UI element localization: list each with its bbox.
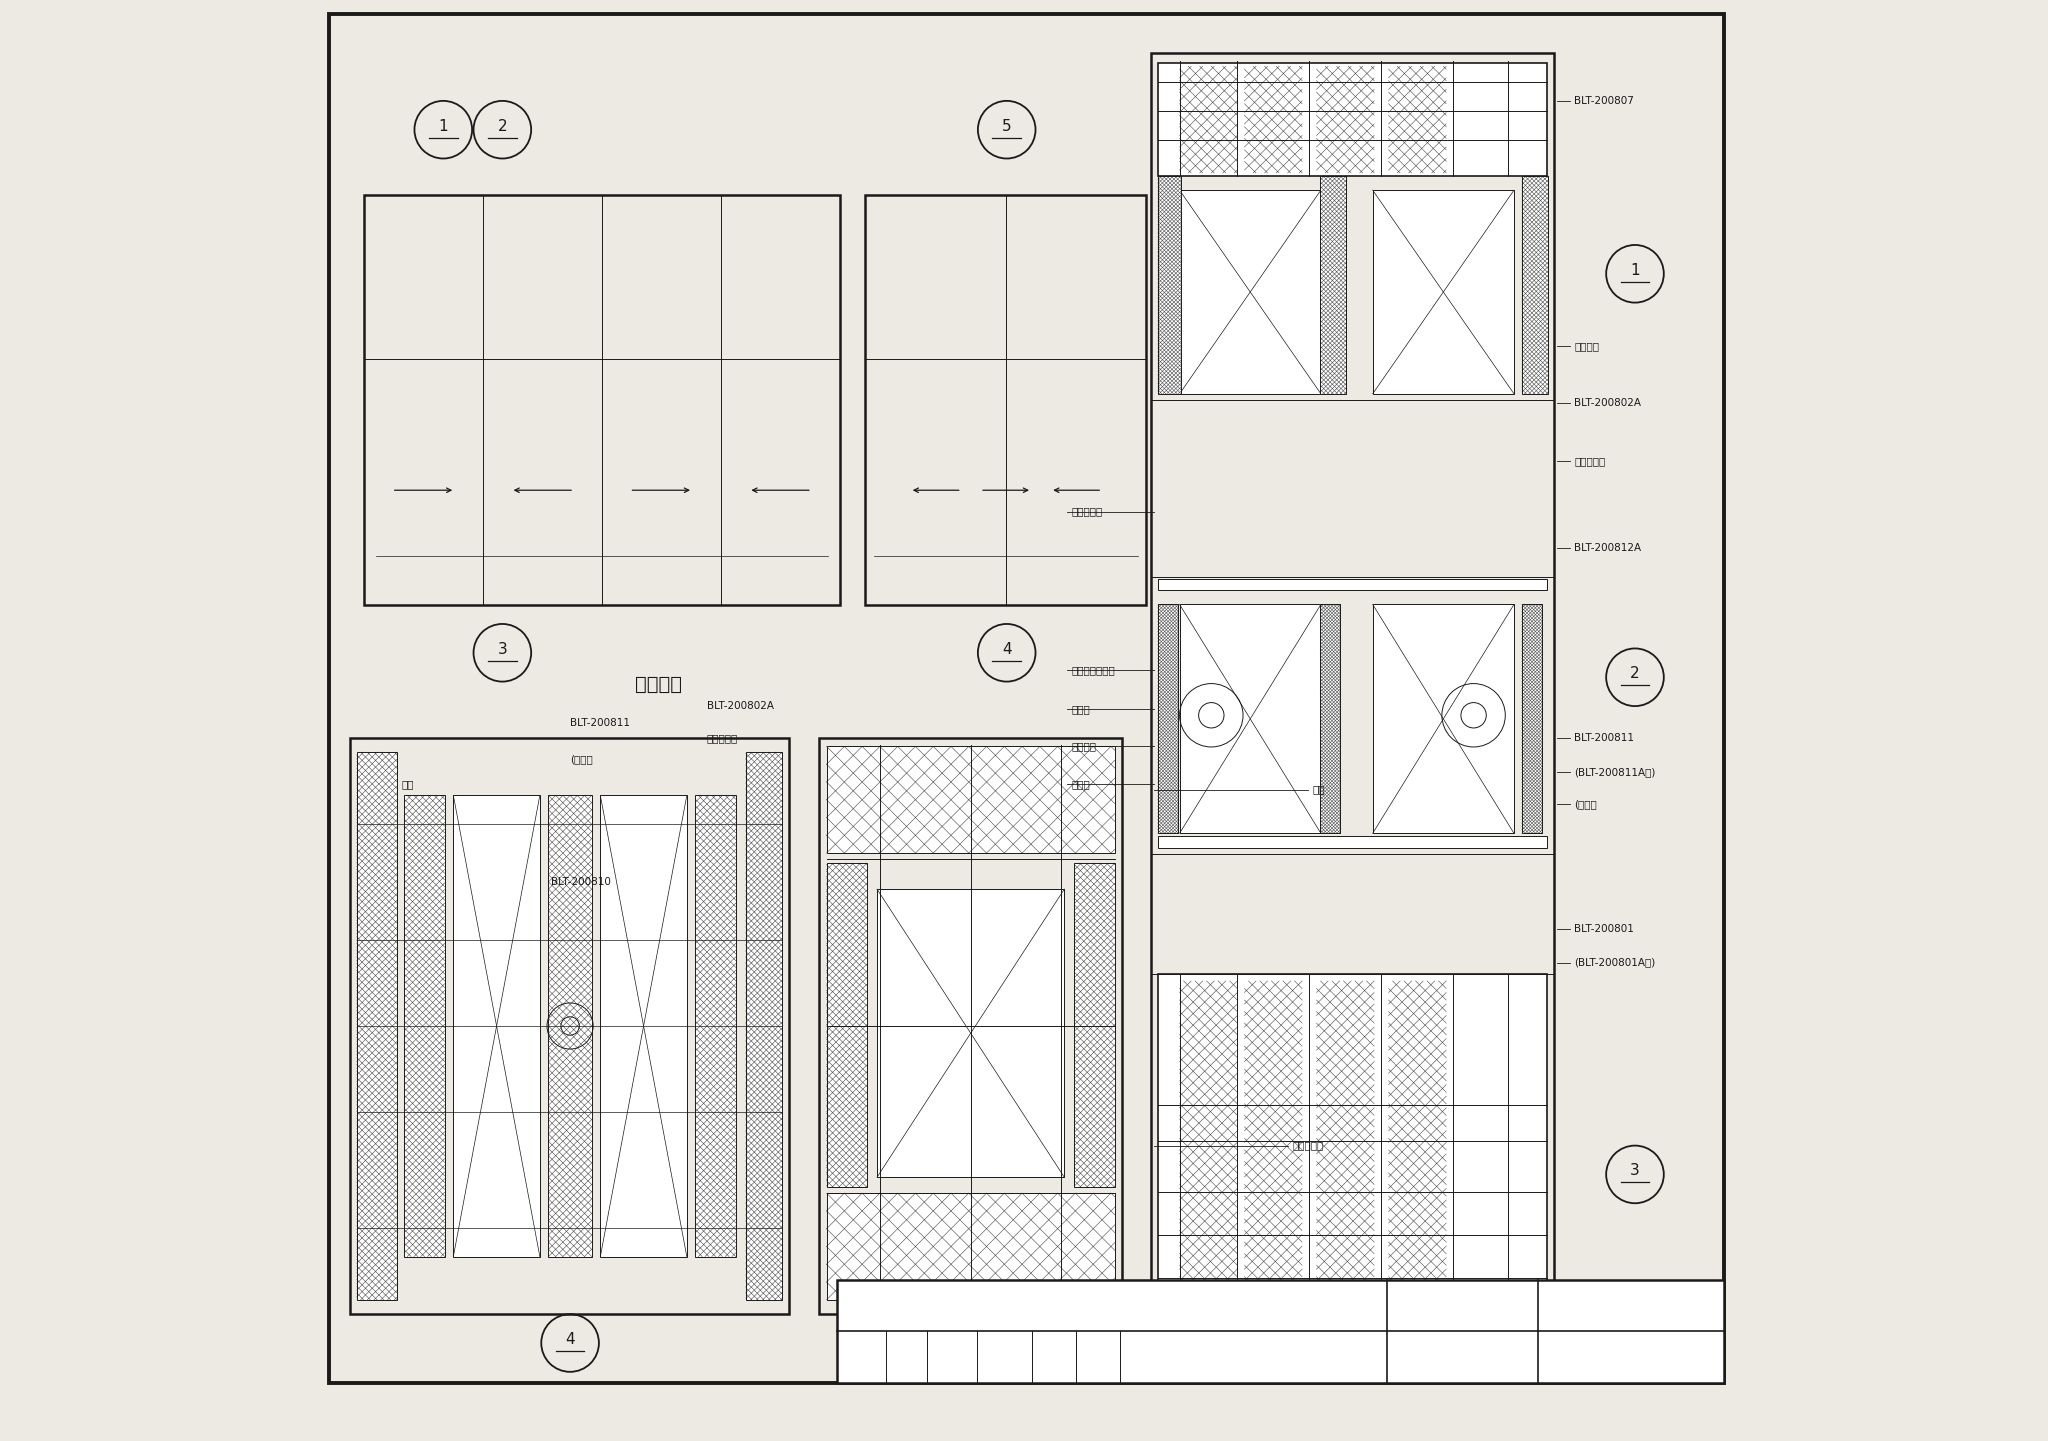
Bar (403, 795, 444, 1257)
Text: 上滑槽堵块: 上滑槽堵块 (1071, 507, 1102, 516)
Text: 2: 2 (1630, 666, 1640, 682)
Text: (滑轮）: (滑轮） (569, 755, 592, 764)
Bar (1180, 190, 1321, 393)
Text: (BLT-200801A门): (BLT-200801A门) (1575, 958, 1655, 967)
Bar (819, 738, 1122, 1314)
Text: 防盗密封块: 防盗密封块 (1575, 457, 1606, 465)
Text: 校对: 校对 (989, 1350, 999, 1360)
Text: 胶条: 胶条 (1313, 785, 1325, 794)
Text: BLT2008系列无框推拉窗(门)节点图: BLT2008系列无框推拉窗(门)节点图 (997, 1298, 1227, 1317)
Text: 3: 3 (1630, 1163, 1640, 1179)
Bar (1321, 605, 1341, 833)
Bar (1157, 836, 1546, 847)
Bar (1522, 605, 1542, 833)
Bar (827, 1193, 1114, 1300)
Bar (1075, 863, 1114, 1187)
Text: 审核: 审核 (846, 1350, 856, 1360)
Text: 3: 3 (498, 641, 508, 657)
Text: 铝隔条: 铝隔条 (1071, 705, 1090, 713)
Bar (877, 889, 1065, 1177)
Bar (1157, 63, 1546, 176)
Bar (827, 746, 1114, 853)
Text: 弹性衬垫: 弹性衬垫 (1071, 742, 1096, 751)
Bar (1157, 579, 1546, 591)
Text: 16: 16 (1620, 1347, 1642, 1363)
Text: 1: 1 (1630, 262, 1640, 278)
Text: 2: 2 (498, 118, 508, 134)
Text: 硅酮结构密封胶: 硅酮结构密封胶 (1071, 666, 1116, 674)
Text: 杨兴义: 杨兴义 (1038, 1350, 1055, 1360)
Text: 4: 4 (1001, 641, 1012, 657)
Text: 下滑槽堵块: 下滑槽堵块 (1292, 1141, 1323, 1150)
Text: 胶条: 胶条 (401, 780, 414, 788)
Bar (350, 738, 788, 1314)
Bar (453, 795, 541, 1257)
Text: 5: 5 (967, 1331, 975, 1347)
Text: 图集号: 图集号 (1452, 1301, 1475, 1314)
Bar (1157, 605, 1178, 833)
Bar (745, 752, 782, 1300)
Text: BLT-200801: BLT-200801 (1575, 925, 1634, 934)
Bar (356, 752, 397, 1300)
Bar (600, 795, 686, 1257)
Bar (1157, 176, 1182, 393)
Text: 丁基胶: 丁基胶 (1071, 780, 1090, 788)
Text: 07CJ12: 07CJ12 (1602, 1300, 1661, 1316)
Text: BLT-200811: BLT-200811 (569, 719, 631, 728)
Text: (滑轮）: (滑轮） (1575, 800, 1597, 808)
Text: 窗立面图: 窗立面图 (635, 674, 682, 695)
Text: BLT-200810: BLT-200810 (551, 878, 610, 886)
Bar (1180, 605, 1321, 833)
Bar (549, 795, 592, 1257)
Bar (1157, 974, 1546, 1307)
Text: BLT-200811: BLT-200811 (1575, 733, 1634, 742)
Text: BLT-200802A: BLT-200802A (707, 702, 774, 710)
Bar (1372, 605, 1513, 833)
Text: (BLT-200811A门): (BLT-200811A门) (1575, 768, 1657, 777)
Bar (1321, 176, 1346, 393)
Bar (866, 195, 1147, 605)
Bar (696, 795, 735, 1257)
Text: 1: 1 (438, 118, 449, 134)
Text: 余金璋: 余金璋 (1130, 1350, 1149, 1360)
Text: 上滑槽堵块: 上滑槽堵块 (707, 733, 737, 742)
Text: 5: 5 (1001, 118, 1012, 134)
Bar (1151, 53, 1554, 1314)
Bar (1522, 176, 1548, 393)
Text: 设计: 设计 (1085, 1350, 1096, 1360)
Text: BLT-200807: BLT-200807 (1575, 97, 1634, 105)
Text: 页: 页 (1458, 1349, 1466, 1362)
Text: 4: 4 (565, 1331, 575, 1347)
Text: BLT-200802A: BLT-200802A (1575, 399, 1640, 408)
Text: BLT-200812A: BLT-200812A (1575, 543, 1642, 552)
Text: 玻璃垫块: 玻璃垫块 (1575, 342, 1599, 350)
Bar (838, 1280, 1724, 1383)
Bar (827, 863, 866, 1187)
Bar (1372, 190, 1513, 393)
Bar (365, 195, 840, 605)
Text: 焦冀曾: 焦冀曾 (897, 1350, 915, 1360)
